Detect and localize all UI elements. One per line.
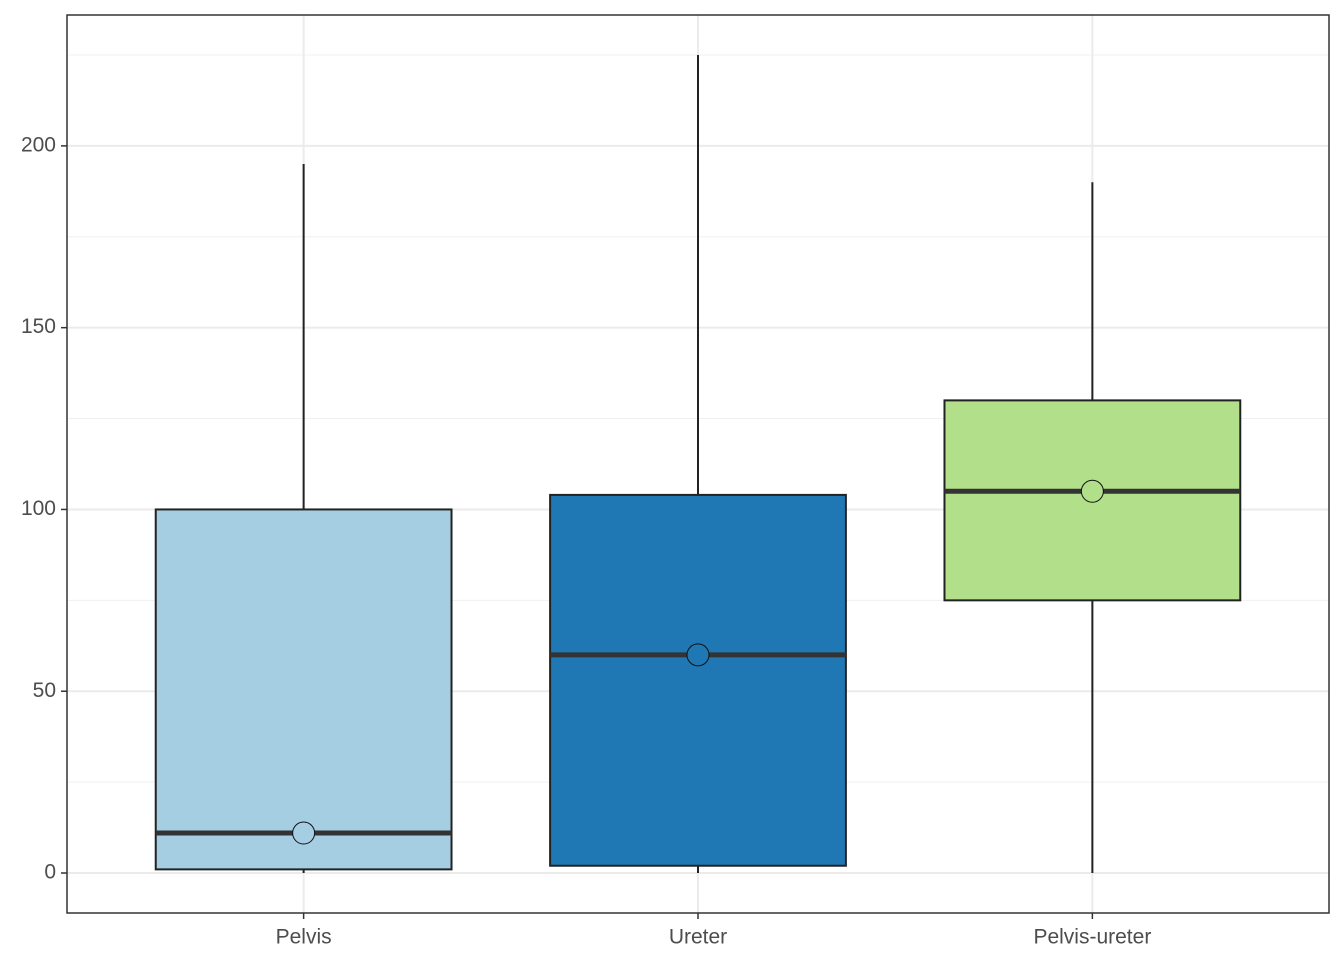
y-tick-label: 200 — [21, 133, 56, 156]
x-tick-label: Pelvis — [276, 926, 332, 949]
y-tick-label: 100 — [21, 497, 56, 520]
y-tick-label: 0 — [44, 861, 56, 884]
y-tick-label: 50 — [33, 679, 56, 702]
plot-border — [66, 14, 1330, 914]
mean-point — [292, 821, 316, 845]
y-tick-label: 150 — [21, 315, 56, 338]
box — [154, 508, 453, 871]
mean-point — [686, 643, 710, 667]
x-tick-label: Pelvis-ureter — [1033, 926, 1151, 949]
mean-point — [1080, 479, 1104, 503]
x-tick-label: Ureter — [669, 926, 727, 949]
box — [549, 493, 847, 867]
